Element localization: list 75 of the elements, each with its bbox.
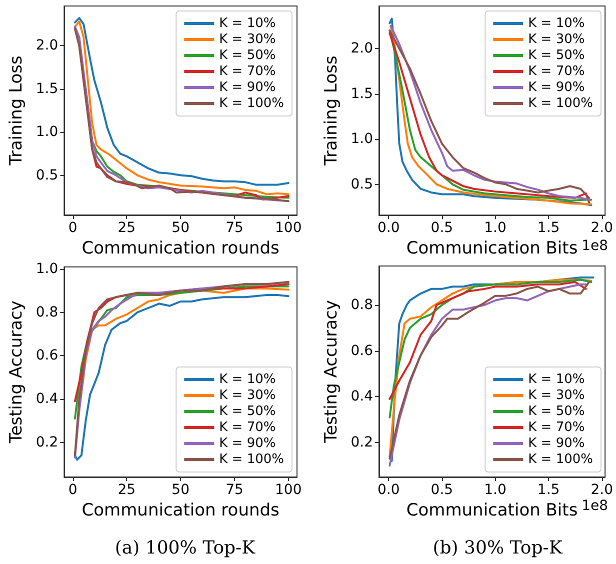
- y-tick-label: 0.6: [350, 342, 374, 359]
- x-tick-label: 75: [226, 482, 244, 498]
- y-tick-label: 2.0: [36, 38, 58, 54]
- legend-label: K = 30%: [219, 32, 276, 47]
- legend-label: K = 10%: [219, 16, 276, 31]
- legend-label: K = 70%: [219, 64, 276, 79]
- y-tick-label: 0.2: [36, 434, 58, 450]
- y-tick-label: 1.5: [36, 80, 58, 97]
- x-tick-label: 0: [68, 220, 78, 236]
- legend-label: K = 100%: [219, 452, 284, 467]
- legend-label: K = 90%: [528, 80, 585, 95]
- x-tick-label: 1.5: [537, 220, 560, 236]
- legend-label: K = 100%: [528, 452, 594, 467]
- text: 1e8: [582, 498, 608, 514]
- x-tick-label: 0.5: [430, 482, 454, 498]
- legend-label: K = 70%: [219, 420, 276, 435]
- y-tick-label: 1.0: [350, 131, 373, 148]
- legend-label: K = 100%: [528, 96, 594, 111]
- legend-label: K = 50%: [219, 404, 276, 419]
- x-tick-label: 50: [172, 482, 190, 498]
- legend-label: K = 100%: [219, 96, 284, 111]
- x-tick-label: 2.0: [590, 220, 613, 236]
- x-tick-label: 75: [226, 220, 244, 236]
- legend-label: K = 10%: [219, 372, 276, 387]
- x-tick-label: 25: [118, 220, 136, 236]
- x-tick-label: 0.0: [377, 220, 400, 236]
- text: (a) 100% Top-K: [114, 538, 256, 558]
- x-tick-label: 1.0: [484, 482, 506, 498]
- y-tick-label: 0.8: [36, 304, 58, 320]
- x-tick-label: 0.0: [377, 482, 400, 498]
- y-axis-title: Training Loss: [321, 56, 342, 166]
- x-axis-title: Communication rounds: [82, 500, 280, 520]
- y-tick-label: 1.0: [36, 261, 58, 277]
- x-tick-label: 0.5: [430, 220, 454, 236]
- text: 1e8: [582, 238, 608, 254]
- y-tick-label: 1.0: [36, 124, 58, 140]
- legend-label: K = 90%: [219, 436, 276, 451]
- y-tick-label: 2.0: [350, 40, 373, 57]
- legend-label: K = 10%: [528, 16, 585, 31]
- legend-label: K = 30%: [528, 388, 585, 403]
- y-tick-label: 0.4: [36, 391, 58, 407]
- x-axis-title: Communication Bits: [406, 238, 578, 258]
- legend-label: K = 70%: [528, 64, 585, 79]
- y-tick-label: 1.5: [350, 86, 373, 102]
- y-tick-label: 0.5: [350, 176, 373, 192]
- y-axis-title: Testing Accuracy: [6, 300, 26, 444]
- line-series: [388, 281, 587, 400]
- legend-label: K = 90%: [528, 436, 585, 451]
- x-tick-label: 25: [118, 482, 136, 498]
- x-tick-label: 100: [275, 482, 302, 498]
- legend-label: K = 70%: [528, 420, 585, 435]
- legend-label: K = 50%: [219, 48, 276, 63]
- x-axis-title: Communication rounds: [82, 238, 280, 258]
- y-tick-label: 0.5: [36, 167, 58, 184]
- legend-label: K = 50%: [528, 48, 585, 63]
- legend-label: K = 30%: [219, 388, 276, 403]
- y-tick-label: 0.4: [350, 388, 374, 405]
- legend-label: K = 10%: [528, 372, 585, 387]
- x-tick-label: 1.0: [484, 220, 506, 236]
- x-tick-label: 0: [68, 482, 78, 498]
- legend-label: K = 90%: [219, 80, 276, 95]
- y-tick-label: 0.8: [350, 296, 373, 313]
- x-tick-label: 50: [172, 220, 190, 236]
- x-tick-label: 100: [275, 220, 302, 236]
- x-tick-label: 1.5: [537, 482, 560, 498]
- legend-label: K = 30%: [528, 32, 585, 47]
- x-tick-label: 2.0: [590, 482, 613, 498]
- x-axis-title: Communication Bits: [406, 500, 578, 520]
- y-axis-title: Testing Accuracy: [321, 300, 342, 444]
- line-series: [388, 278, 592, 418]
- y-tick-label: 0.6: [36, 348, 58, 364]
- y-tick-label: 0.2: [350, 434, 373, 451]
- y-axis-title: Training Loss: [6, 55, 26, 166]
- text: (b) 30% Top-K: [432, 538, 563, 558]
- legend-label: K = 50%: [528, 404, 585, 419]
